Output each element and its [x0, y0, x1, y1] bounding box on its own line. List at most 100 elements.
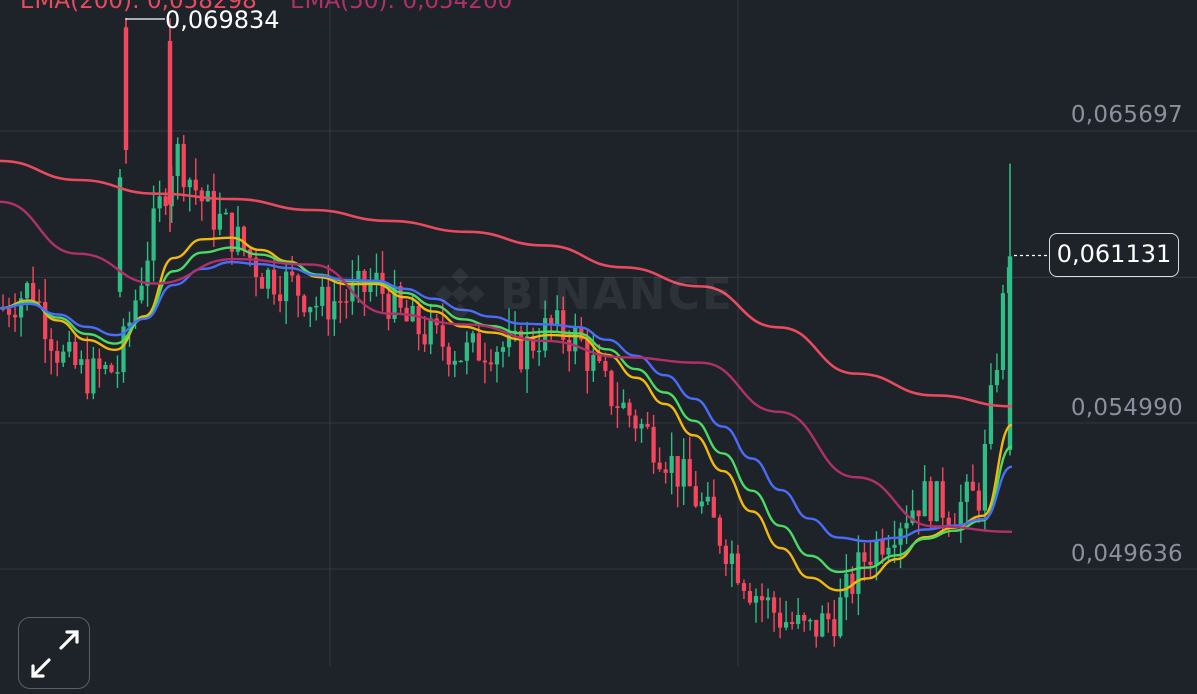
candle-body: [729, 553, 735, 564]
candle-body: [123, 27, 129, 151]
candle-body: [904, 523, 909, 529]
candle-body: [567, 339, 572, 352]
candle-body: [392, 286, 397, 319]
candle-body: [133, 300, 138, 323]
candle-body: [946, 517, 951, 526]
candle-body: [326, 286, 331, 320]
candle-body: [530, 336, 536, 351]
expand-arrows-icon: [31, 630, 79, 678]
candle-body: [669, 456, 674, 473]
candle-body: [181, 143, 186, 188]
candle-body: [537, 350, 542, 353]
expand-chart-button[interactable]: [18, 617, 90, 689]
candle-body: [151, 208, 156, 261]
candle-body: [615, 406, 620, 408]
candle-body: [645, 424, 650, 427]
candle-body: [416, 305, 421, 335]
candle-body: [1000, 293, 1006, 370]
candle-body: [85, 359, 90, 394]
candle-body: [157, 196, 162, 209]
candle-body: [175, 143, 180, 177]
candle-body: [440, 325, 445, 347]
candle-body: [970, 481, 975, 491]
candle-body: [934, 481, 939, 522]
current-price-badge: 0,061131: [1049, 233, 1179, 277]
candle-body: [296, 275, 301, 296]
candle-body: [699, 501, 704, 507]
price-chart[interactable]: [0, 0, 1197, 666]
candle-body: [802, 614, 807, 621]
candle-body: [687, 459, 692, 487]
price-axis-label: 0,054990: [1070, 395, 1183, 421]
watermark-text: BINANCE: [500, 268, 734, 320]
ema-line-blue: [0, 260, 1013, 543]
candle-body: [205, 191, 210, 202]
candle-body: [928, 481, 933, 522]
candle-body: [127, 322, 132, 327]
candle-body: [808, 619, 813, 622]
candle-body: [241, 226, 247, 250]
candle-body: [591, 355, 596, 371]
candle-body: [627, 402, 632, 416]
candle-body: [790, 622, 795, 624]
candle-body: [79, 359, 84, 366]
candle-body: [741, 583, 747, 592]
candle-body: [290, 271, 295, 276]
candle-body: [308, 307, 313, 313]
candle-body: [814, 619, 819, 637]
candle-body: [988, 385, 994, 444]
candle-body: [585, 339, 590, 371]
candle-body: [482, 360, 488, 363]
candle-body: [73, 341, 78, 366]
binance-logo-icon: [435, 267, 485, 321]
candle-body: [500, 347, 506, 352]
candle-body: [675, 456, 680, 487]
candle-body: [826, 613, 831, 620]
candle-body: [31, 283, 36, 302]
candle-body: [1007, 256, 1013, 450]
candle-body: [470, 333, 475, 343]
candle-body: [253, 257, 259, 277]
candle-body: [862, 552, 867, 562]
candle-body: [633, 415, 638, 429]
candle-body: [91, 358, 96, 394]
candle-body: [314, 305, 319, 308]
candle-body: [880, 539, 885, 555]
candle-body: [37, 301, 42, 303]
candle-body: [24, 283, 30, 299]
candle-body: [344, 301, 349, 303]
candle-body: [597, 355, 602, 362]
candle-body: [609, 370, 614, 407]
candle-body: [922, 481, 927, 517]
candle-body: [464, 342, 469, 361]
candle-body: [651, 426, 656, 463]
candle-body: [512, 330, 518, 333]
watermark: BINANCE: [432, 266, 734, 322]
candle-body: [765, 597, 771, 601]
candle-body: [18, 298, 24, 318]
candle-body: [55, 350, 60, 363]
candle-body: [711, 496, 716, 518]
candle-body: [284, 271, 289, 302]
candle-body: [886, 547, 891, 555]
candle-body: [940, 481, 945, 518]
candle-body: [97, 358, 102, 369]
candle-body: [639, 424, 644, 429]
legend-ema200: EMA(200): 0,058298: [20, 0, 257, 14]
candle-body: [549, 317, 554, 325]
peak-price-label: 0,069834: [165, 6, 280, 34]
chart-legend: EMA(200): 0,058298 EMA(50): 0,054200: [20, 0, 538, 14]
candle-body: [820, 613, 825, 637]
candle-body: [856, 552, 861, 594]
candle-body: [277, 294, 283, 302]
candle-body: [115, 372, 120, 374]
candle-body: [446, 346, 451, 365]
candle-body: [488, 362, 494, 365]
candle-body: [302, 295, 307, 313]
candle-body: [494, 351, 500, 365]
candle-body: [356, 270, 361, 283]
candle-body: [223, 212, 229, 215]
price-axis-label: 0,065697: [1070, 102, 1183, 128]
candle-body: [422, 334, 427, 345]
candle-body: [874, 539, 879, 565]
